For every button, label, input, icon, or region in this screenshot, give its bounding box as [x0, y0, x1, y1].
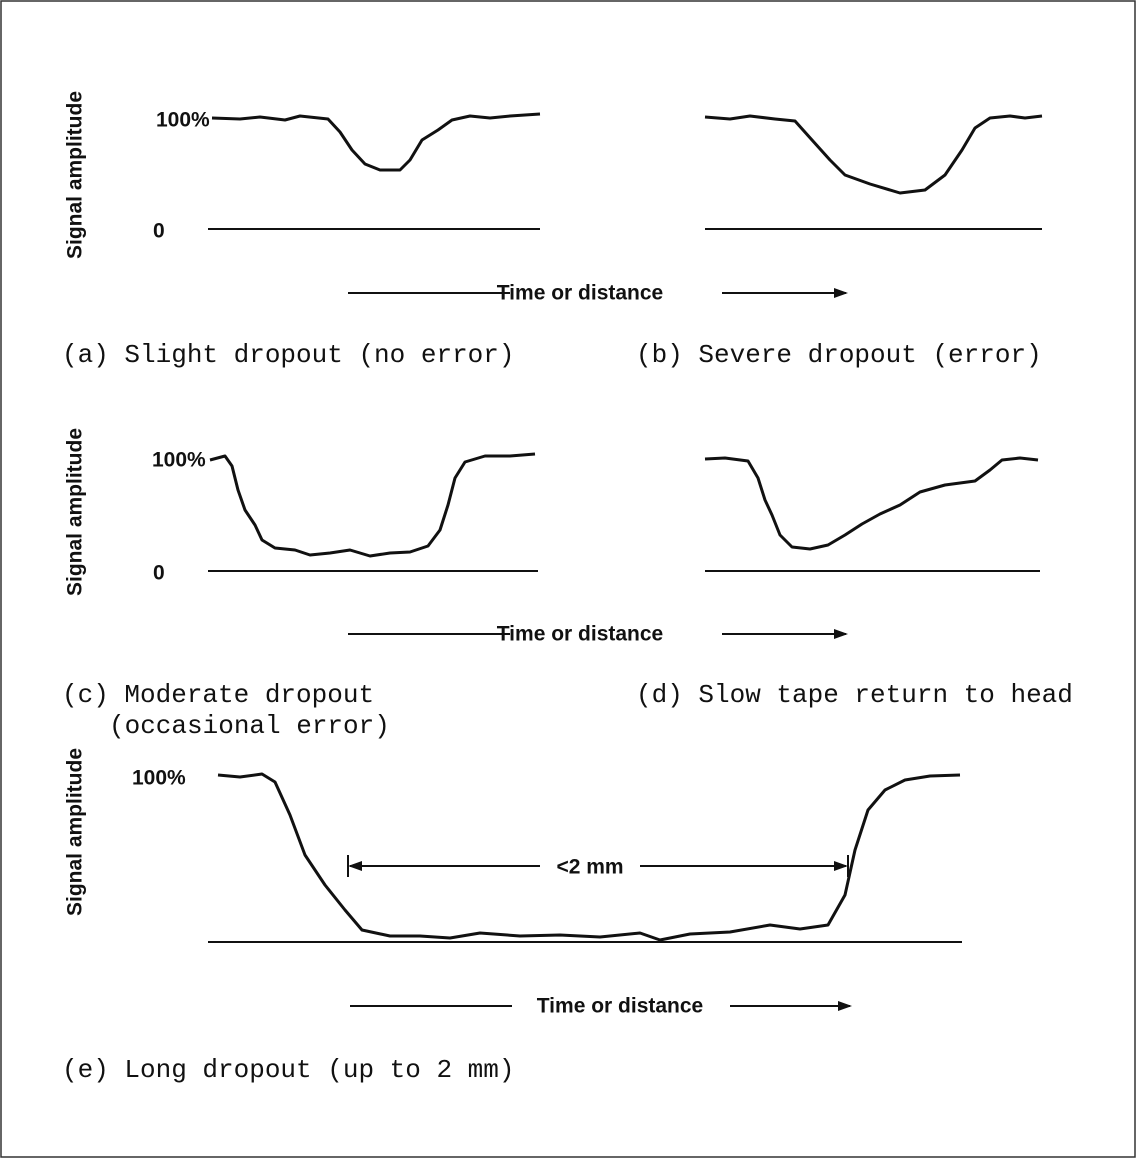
signal-curve [704, 456, 1039, 551]
x-axis-label: Time or distance [537, 995, 704, 1018]
bottom-label: 0 [153, 220, 165, 243]
x-axis-label: Time or distance [497, 282, 664, 305]
y-axis-label: Signal amplitude [64, 91, 87, 259]
top-label: 100% [156, 109, 210, 132]
top-label: 100% [132, 767, 186, 790]
signal-curve [211, 112, 541, 172]
caption: (b) Severe dropout (error) [636, 340, 1042, 370]
caption: (c) Moderate dropout [62, 680, 374, 710]
signal-curve [217, 772, 961, 942]
caption: (e) Long dropout (up to 2 mm) [62, 1055, 514, 1085]
y-axis-label: Signal amplitude [64, 428, 87, 596]
dimension-label: <2 mm [556, 856, 623, 879]
signal-curve [704, 114, 1043, 195]
x-axis-label: Time or distance [497, 623, 664, 646]
caption: (a) Slight dropout (no error) [62, 340, 514, 370]
caption: (d) Slow tape return to head [636, 680, 1073, 710]
signal-curve [209, 452, 536, 558]
caption: (occasional error) [109, 711, 390, 741]
y-axis-label: Signal amplitude [64, 748, 87, 916]
top-label: 100% [152, 449, 206, 472]
bottom-label: 0 [153, 562, 165, 585]
